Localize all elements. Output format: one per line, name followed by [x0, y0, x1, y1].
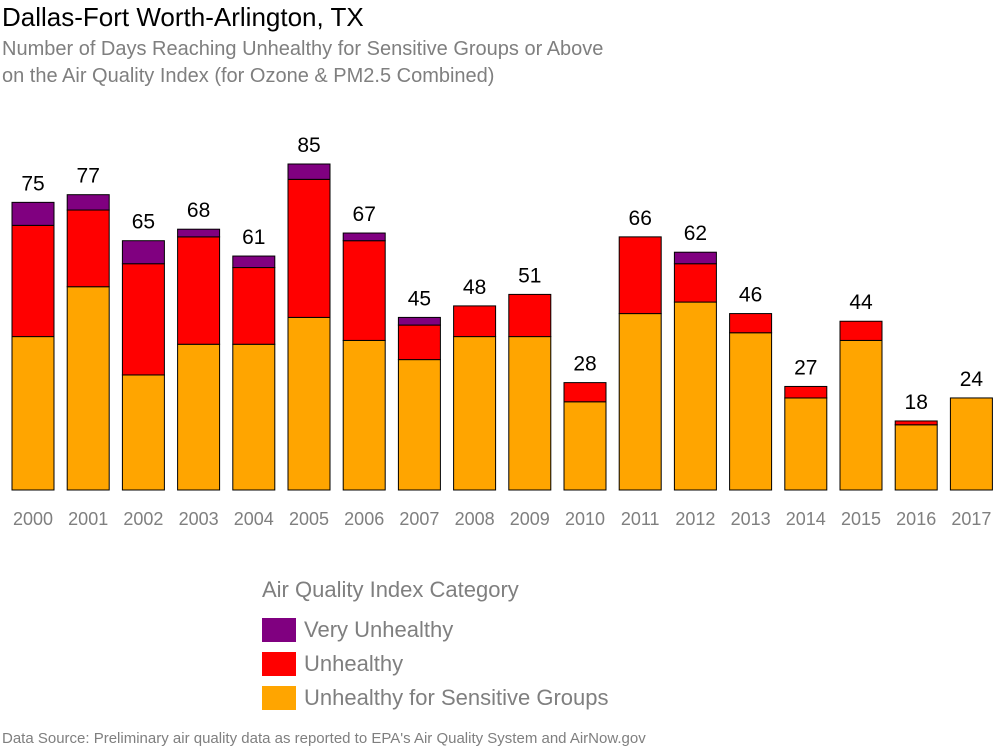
chart-title: Dallas-Fort Worth-Arlington, TX	[2, 2, 364, 32]
data-label-2014: 27	[794, 356, 817, 379]
bar-2003-unhealthy-for-sensitive-groups	[177, 343, 221, 491]
bar-2001-very-unhealthy	[66, 194, 110, 211]
bar-2014-unhealthy-for-sensitive-groups	[784, 397, 828, 491]
bar-2004-very-unhealthy	[232, 255, 276, 269]
bar-2006-unhealthy-for-sensitive-groups	[342, 339, 386, 491]
bar-2009-unhealthy-for-sensitive-groups	[508, 336, 552, 491]
bar-2000-very-unhealthy	[11, 201, 55, 226]
legend-label: Unhealthy for Sensitive Groups	[304, 685, 609, 710]
legend-item-unhealthy-sensitive: Unhealthy for Sensitive Groups	[262, 681, 609, 715]
bar-2005-very-unhealthy	[287, 163, 331, 180]
data-label-2001: 77	[77, 165, 100, 188]
legend-item-very-unhealthy: Very Unhealthy	[262, 613, 609, 647]
data-label-2002: 65	[132, 211, 155, 234]
bar-2008-unhealthy	[453, 305, 497, 338]
bar-2001-unhealthy	[66, 209, 110, 288]
bar-2004-unhealthy	[232, 267, 276, 345]
bar-2012-unhealthy	[673, 263, 717, 303]
bar-2003-very-unhealthy	[177, 228, 221, 238]
bar-2001-unhealthy-for-sensitive-groups	[66, 286, 110, 491]
x-tick-label-2006: 2006	[344, 509, 384, 529]
bar-2013-unhealthy-for-sensitive-groups	[729, 332, 773, 491]
data-label-2012: 62	[684, 222, 707, 245]
bar-2015-unhealthy	[839, 320, 883, 341]
bar-2000-unhealthy-for-sensitive-groups	[11, 336, 55, 491]
data-source-note: Data Source: Preliminary air quality dat…	[2, 730, 646, 747]
data-label-2017: 24	[960, 368, 984, 391]
x-tick-label-2013: 2013	[731, 509, 771, 529]
legend: Air Quality Index Category Very Unhealth…	[262, 577, 609, 715]
data-label-2015: 44	[849, 291, 873, 314]
bar-2011-unhealthy	[618, 236, 662, 315]
x-tick-label-2010: 2010	[565, 509, 605, 529]
legend-swatch-very-unhealthy	[262, 618, 296, 642]
bar-2007-very-unhealthy	[397, 316, 441, 326]
bar-2005-unhealthy-for-sensitive-groups	[287, 316, 331, 491]
bar-2012-very-unhealthy	[673, 251, 717, 265]
data-label-2007: 45	[408, 287, 431, 310]
chart-subtitle: Number of Days Reaching Unhealthy for Se…	[2, 38, 604, 87]
data-label-2013: 46	[739, 284, 762, 307]
x-tick-label-2012: 2012	[675, 509, 715, 529]
x-tick-label-2001: 2001	[68, 509, 108, 529]
legend-label: Very Unhealthy	[304, 617, 454, 642]
bar-2014-unhealthy	[784, 385, 828, 399]
bar-2007-unhealthy	[397, 324, 441, 361]
legend-label: Unhealthy	[304, 651, 404, 676]
bar-2005-unhealthy	[287, 178, 331, 318]
legend-swatch-unhealthy	[262, 652, 296, 676]
x-tick-label-2002: 2002	[123, 509, 163, 529]
data-label-2010: 28	[573, 353, 596, 376]
bar-2010-unhealthy-for-sensitive-groups	[563, 401, 607, 491]
legend-swatch-unhealthy-sensitive	[262, 686, 296, 710]
x-tick-label-2016: 2016	[896, 509, 936, 529]
x-tick-label-2000: 2000	[13, 509, 53, 529]
bar-2003-unhealthy	[177, 236, 221, 345]
legend-item-unhealthy: Unhealthy	[262, 647, 609, 681]
x-tick-label-2005: 2005	[289, 509, 329, 529]
bar-2017-unhealthy-for-sensitive-groups	[949, 397, 993, 491]
x-tick-label-2009: 2009	[510, 509, 550, 529]
bar-2013-unhealthy	[729, 313, 773, 334]
bar-2006-very-unhealthy	[342, 232, 386, 242]
bar-2002-very-unhealthy	[121, 240, 165, 265]
legend-title: Air Quality Index Category	[262, 577, 519, 602]
bar-2012-unhealthy-for-sensitive-groups	[673, 301, 717, 491]
bar-2011-unhealthy-for-sensitive-groups	[618, 313, 662, 491]
bar-2004-unhealthy-for-sensitive-groups	[232, 343, 276, 491]
x-tick-label-2007: 2007	[399, 509, 439, 529]
bar-2008-unhealthy-for-sensitive-groups	[453, 336, 497, 491]
data-label-2016: 18	[905, 391, 928, 414]
bar-2009-unhealthy	[508, 293, 552, 338]
bar-2006-unhealthy	[342, 240, 386, 341]
x-tick-label-2015: 2015	[841, 509, 881, 529]
bar-2000-unhealthy	[11, 224, 55, 338]
data-label-2003: 68	[187, 199, 210, 222]
data-label-2000: 75	[21, 172, 44, 195]
bar-2002-unhealthy-for-sensitive-groups	[121, 374, 165, 491]
x-tick-label-2014: 2014	[786, 509, 826, 529]
bar-2010-unhealthy	[563, 382, 607, 403]
x-tick-label-2011: 2011	[621, 509, 660, 529]
bar-2015-unhealthy-for-sensitive-groups	[839, 339, 883, 491]
x-tick-label-2017: 2017	[951, 509, 991, 529]
bar-chart: 75 2000 77 2001 65 2002 68 2003 61 2004 85 2005 67 20…	[11, 134, 993, 529]
x-tick-label-2004: 2004	[234, 509, 274, 529]
bar-2002-unhealthy	[121, 263, 165, 376]
bar-2007-unhealthy-for-sensitive-groups	[397, 359, 441, 491]
data-label-2004: 61	[242, 226, 265, 249]
data-label-2011: 66	[629, 207, 652, 230]
x-tick-label-2003: 2003	[179, 509, 219, 529]
x-tick-label-2008: 2008	[455, 509, 495, 529]
data-label-2008: 48	[463, 276, 486, 299]
data-label-2009: 51	[518, 264, 541, 287]
bar-2016-unhealthy	[894, 420, 938, 426]
data-label-2005: 85	[297, 134, 320, 157]
bar-2016-unhealthy-for-sensitive-groups	[894, 424, 938, 491]
data-label-2006: 67	[353, 203, 376, 226]
